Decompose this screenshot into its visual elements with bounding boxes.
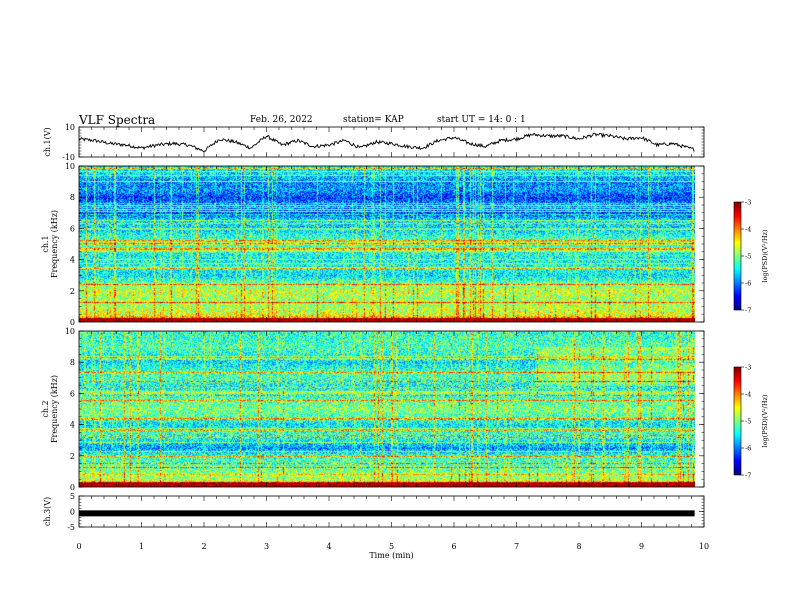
header-start-ut: start UT = 14: 0 : 1 xyxy=(437,115,526,125)
spectrogram-ch2 xyxy=(79,331,695,487)
header-title: VLF Spectra xyxy=(79,113,156,127)
x-tick-label: 10 xyxy=(699,542,709,551)
x-tick-label: 8 xyxy=(576,542,581,551)
colorbar-tick-label: -7 xyxy=(745,472,751,480)
y-tick-label: 4 xyxy=(70,256,75,265)
colorbar-tick-label: -6 xyxy=(745,445,751,453)
x-tick-label: 2 xyxy=(201,542,206,551)
y-tick-label: 0 xyxy=(70,508,75,517)
y-tick-label: 6 xyxy=(70,389,75,398)
x-tick-label: 1 xyxy=(139,542,144,551)
axes xyxy=(78,126,744,528)
axis-text: 10-10ch.1(V)-3-4-5-6-7log(PSD)(V²/Hz)024… xyxy=(41,123,769,560)
y-tick-label: 10 xyxy=(65,327,75,336)
colorbar-tick-label: -7 xyxy=(745,307,751,315)
colorbar-label: log(PSD)(V²/Hz) xyxy=(761,229,769,282)
y-tick-label: 2 xyxy=(70,452,75,461)
ch3-waveform-line xyxy=(79,510,695,517)
spectrogram-ch1 xyxy=(79,166,695,322)
x-tick-label: 0 xyxy=(76,542,81,551)
colorbar-tick-label: -5 xyxy=(745,418,751,426)
x-tick-label: 3 xyxy=(264,542,269,551)
y-axis-label: ch.1 xyxy=(41,235,50,252)
colorbar-tick-label: -6 xyxy=(745,280,751,288)
y-tick-label: 8 xyxy=(70,193,75,202)
colorbar-label: log(PSD)(V²/Hz) xyxy=(761,394,769,447)
colorbar-tick-label: -3 xyxy=(745,199,751,207)
colorbar-tick-label: -4 xyxy=(745,226,751,234)
colorbar-tick-label: -4 xyxy=(745,391,751,399)
y-tick-label: 6 xyxy=(70,224,75,233)
x-tick-label: 5 xyxy=(389,542,394,551)
y-tick-label: 10 xyxy=(65,123,75,132)
y-tick-label: 10 xyxy=(65,162,75,171)
colorbar-gradient xyxy=(734,367,741,475)
y-tick-label: 4 xyxy=(70,421,75,430)
header-station: station= KAP xyxy=(343,115,404,125)
y-tick-label: 0 xyxy=(70,483,75,492)
header-date: Feb. 26, 2022 xyxy=(250,115,313,125)
x-tick-label: 9 xyxy=(639,542,644,551)
x-tick-label: 4 xyxy=(326,542,331,551)
y-axis-label: Frequency (kHz) xyxy=(50,375,59,443)
y-tick-label: 8 xyxy=(70,358,75,367)
y-tick-label: -10 xyxy=(62,153,75,162)
y-tick-label: -5 xyxy=(67,523,75,532)
y-axis-label: Frequency (kHz) xyxy=(50,210,59,278)
colorbar-gradient xyxy=(734,202,741,310)
y-tick-label: 5 xyxy=(70,492,75,501)
colorbar-tick-label: -3 xyxy=(745,364,751,372)
y-axis-label: ch.1(V) xyxy=(43,127,52,156)
x-tick-label: 7 xyxy=(514,542,519,551)
y-axis-label: ch.2 xyxy=(41,400,50,417)
y-tick-label: 2 xyxy=(70,287,75,296)
y-axis-label: ch.3(V) xyxy=(43,497,52,526)
spectrogram-images xyxy=(79,166,741,487)
x-tick-label: 6 xyxy=(451,542,456,551)
ch1-waveform-line xyxy=(78,132,695,153)
colorbar-tick-label: -5 xyxy=(745,253,751,261)
data-lines xyxy=(78,132,695,517)
y-tick-label: 0 xyxy=(70,318,75,327)
x-axis-label: Time (min) xyxy=(369,551,413,560)
